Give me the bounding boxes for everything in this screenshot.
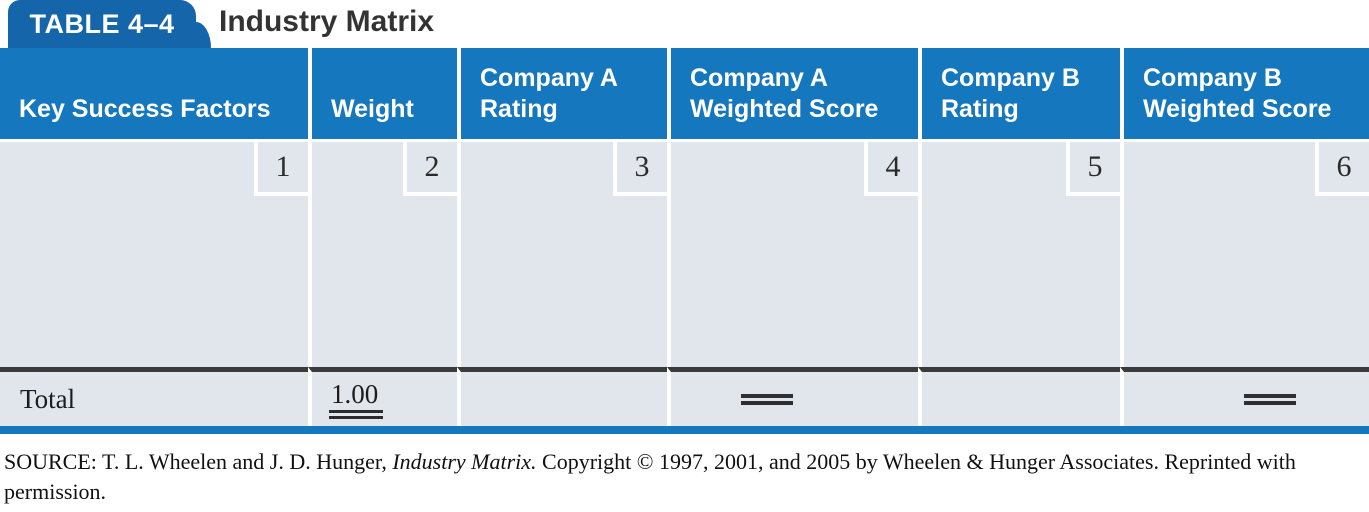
- page-title: Industry Matrix: [219, 5, 435, 38]
- header-company-a-rating: Company A Rating: [457, 48, 667, 142]
- header-company-b-weighted-score: Company B Weighted Score: [1120, 48, 1369, 142]
- header-line: Company B: [941, 64, 1080, 92]
- body-cell-company-a-rating: 3: [457, 142, 667, 367]
- column-number-box: 3: [613, 142, 667, 196]
- weight-total-value: 1.00: [329, 379, 384, 419]
- source-work-title: Industry Matrix.: [392, 449, 537, 474]
- total-company-b-rating-cell: [918, 367, 1120, 426]
- body-cell-key-success-factors: 1: [0, 142, 308, 367]
- source-note: SOURCE: T. L. Wheelen and J. D. Hunger, …: [4, 447, 1364, 507]
- header-line: Rating: [941, 95, 1019, 123]
- header-company-a-weighted-score: Company A Weighted Score: [667, 48, 918, 142]
- source-prefix: SOURCE: T. L. Wheelen and J. D. Hunger,: [4, 449, 393, 474]
- total-company-b-weighted-score-cell: [1120, 367, 1369, 426]
- header-line: Company B: [1143, 64, 1282, 92]
- header-line: Weight: [331, 95, 414, 123]
- double-rule-mark: [1244, 393, 1296, 405]
- industry-matrix-table: Key Success Factors Weight Company A Rat…: [0, 48, 1369, 434]
- body-cell-company-b-weighted-score: 6: [1120, 142, 1369, 367]
- header-line: Company A: [690, 64, 828, 92]
- total-row: Total 1.00: [0, 367, 1369, 426]
- header-weight: Weight: [308, 48, 457, 142]
- column-number-box: 5: [1066, 142, 1120, 196]
- header-line: Weighted Score: [1143, 95, 1332, 123]
- body-row: 1 2 3 4 5 6: [0, 142, 1369, 367]
- column-number-box: 4: [864, 142, 918, 196]
- body-cell-weight: 2: [308, 142, 457, 367]
- body-cell-company-a-weighted-score: 4: [667, 142, 918, 367]
- column-number-box: 2: [403, 142, 457, 196]
- column-number-box: 6: [1315, 142, 1369, 196]
- body-cell-company-b-rating: 5: [918, 142, 1120, 367]
- total-company-a-weighted-score-cell: [667, 367, 918, 426]
- header-line: Rating: [480, 95, 558, 123]
- total-label-cell: Total: [0, 367, 308, 426]
- title-row: TABLE 4–4 Industry Matrix: [0, 0, 1369, 48]
- header-company-b-rating: Company B Rating: [918, 48, 1120, 142]
- total-weight-cell: 1.00: [308, 367, 457, 426]
- table-bottom-bar: [0, 426, 1369, 434]
- header-line: Weighted Score: [690, 95, 879, 123]
- source-suffix: Copyright © 1997, 2001, and 2005 by Whee…: [4, 449, 1296, 504]
- total-company-a-rating-cell: [457, 367, 667, 426]
- table-number-tab: TABLE 4–4: [8, 0, 211, 48]
- total-label: Total: [20, 383, 76, 414]
- header-line: Company A: [480, 64, 618, 92]
- double-rule-mark: [741, 393, 793, 405]
- header-key-success-factors: Key Success Factors: [0, 48, 308, 142]
- table-number-label: TABLE 4–4: [29, 8, 175, 39]
- header-line: Key Success Factors: [19, 95, 271, 123]
- column-number-box: 1: [254, 142, 308, 196]
- header-row: Key Success Factors Weight Company A Rat…: [0, 48, 1369, 142]
